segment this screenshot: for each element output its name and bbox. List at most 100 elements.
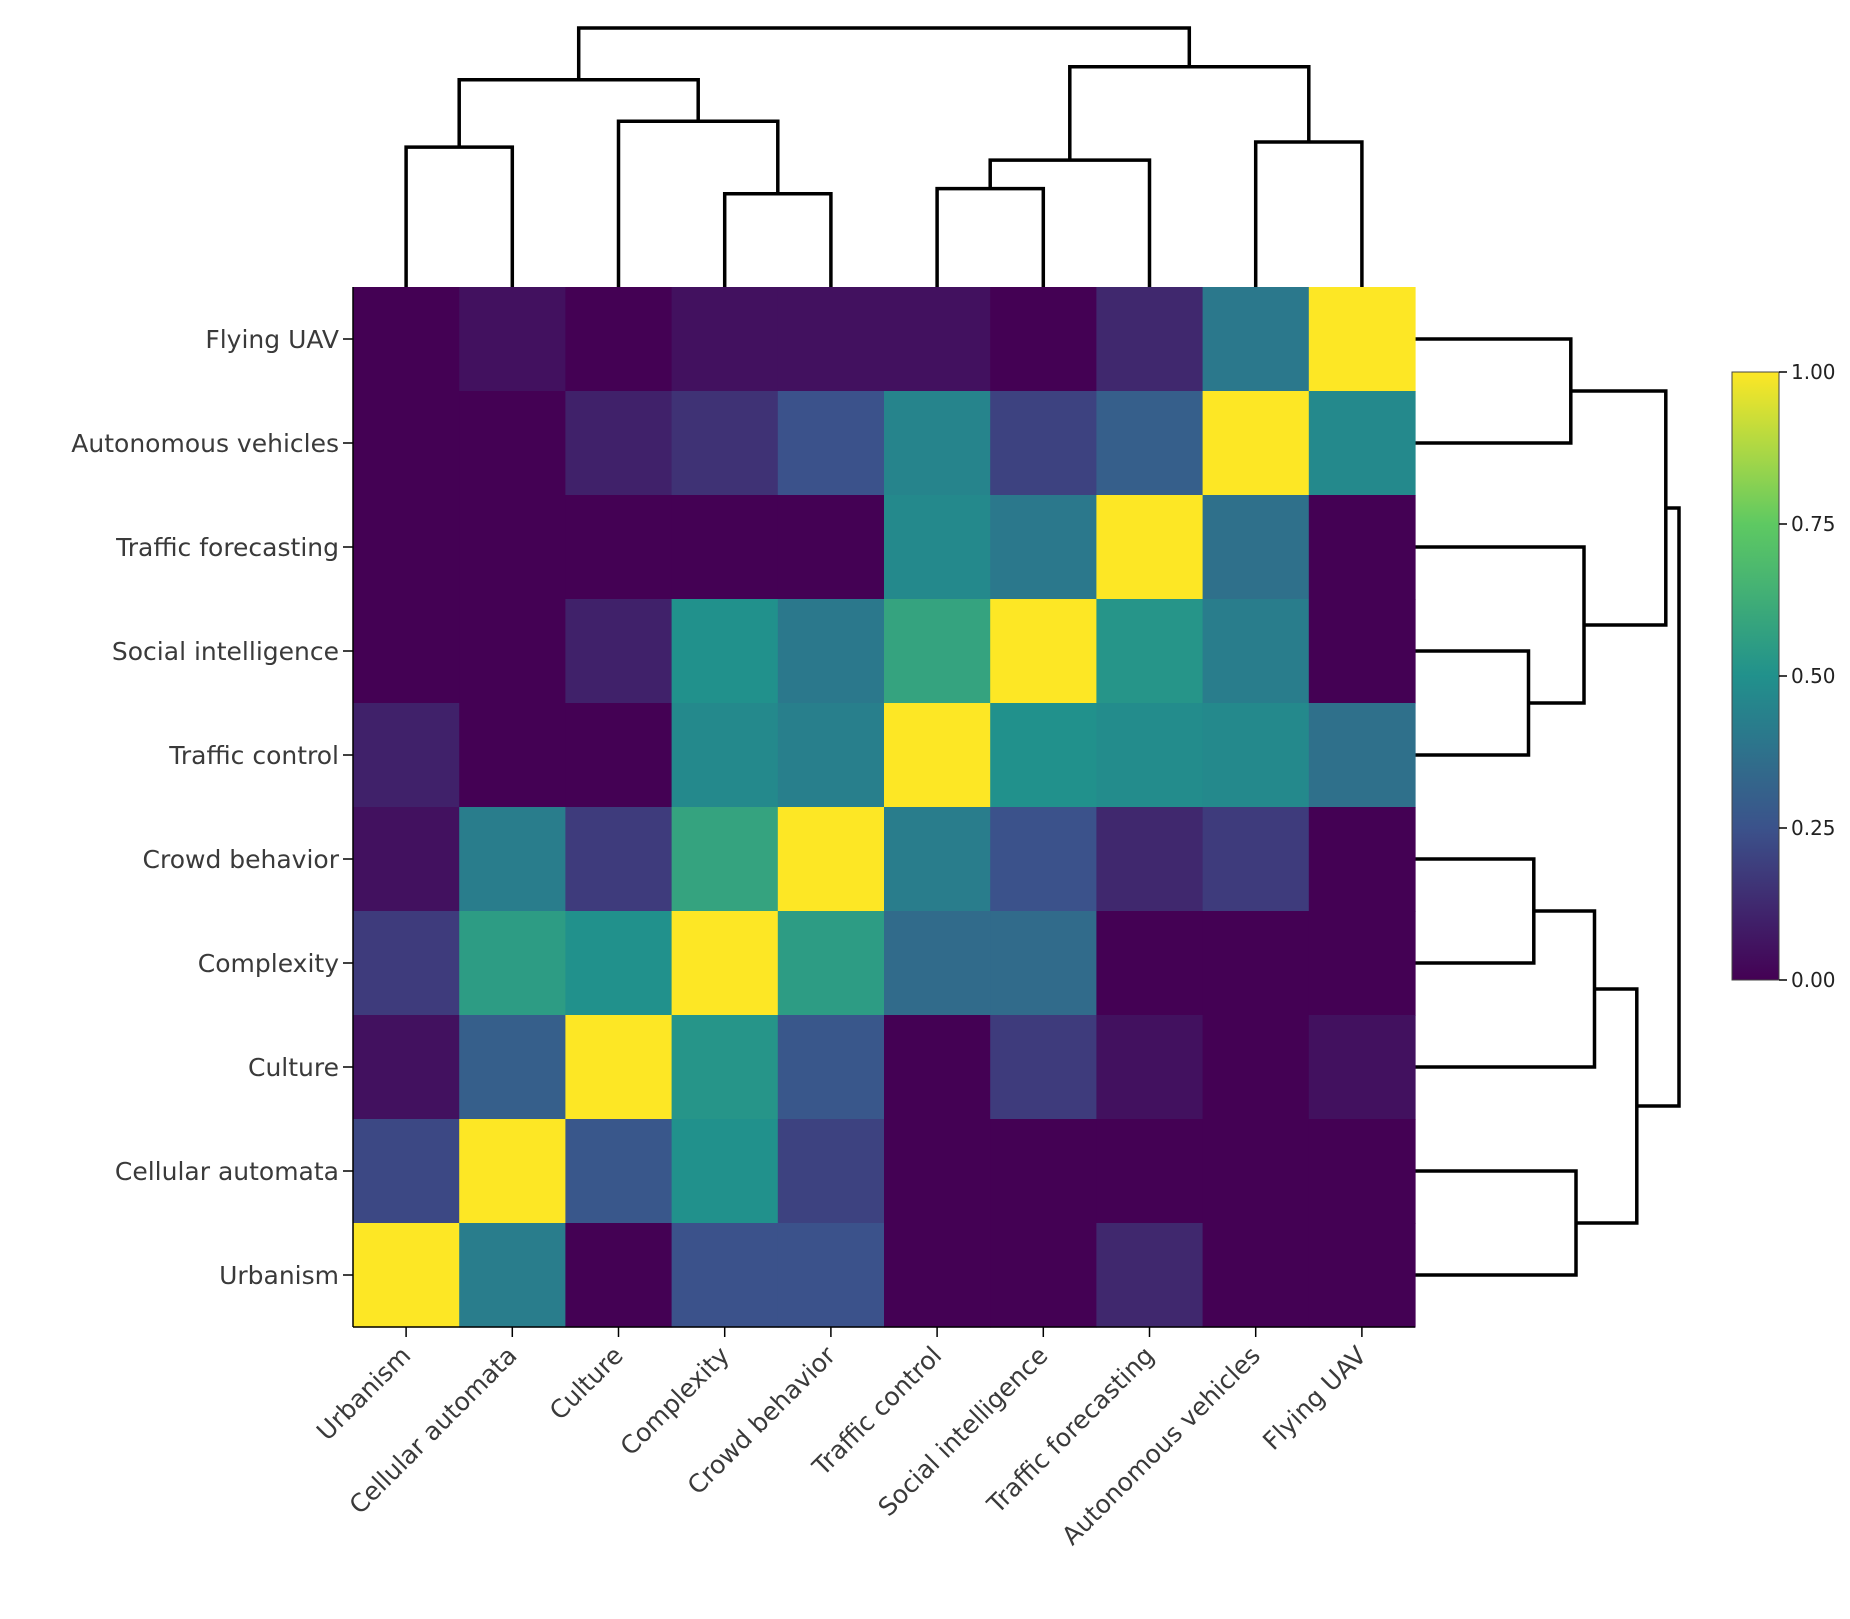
heatmap-cell (777, 287, 885, 392)
heatmap-cell (777, 807, 885, 912)
y-tick-label: Traffic forecasting (115, 533, 339, 562)
heatmap-cell (565, 1015, 673, 1120)
x-tick-label: Urbanism (311, 1341, 416, 1446)
heatmap-cell (990, 703, 1097, 808)
colorbar-gradient (1731, 371, 1780, 981)
heatmap-cell (459, 495, 566, 600)
right-dendrogram-link (1415, 909, 1597, 1069)
top-dendrogram (404, 26, 1364, 287)
heatmap-cell (884, 495, 991, 600)
heatmap-cell (884, 391, 991, 496)
heatmap-cell (459, 1015, 566, 1120)
heatmap-cell (671, 1223, 779, 1328)
y-tick-label: Autonomous vehicles (71, 429, 339, 458)
heatmap-cell (990, 911, 1097, 1016)
top-dendrogram-link (616, 119, 780, 287)
heatmap-cell (671, 703, 779, 808)
y-tick-label: Traffic control (168, 741, 339, 770)
heatmap-cell (459, 1119, 566, 1224)
y-tick-label: Flying UAV (205, 325, 339, 354)
heatmap-cell (459, 599, 566, 704)
heatmap-cell (353, 1119, 460, 1224)
colorbar-tick-label: 1.00 (1791, 360, 1836, 384)
heatmap-cell (1308, 599, 1416, 704)
top-dendrogram-link (722, 192, 833, 287)
heatmap-cell (1096, 495, 1204, 600)
heatmap-cell (671, 599, 779, 704)
heatmap-cell (884, 807, 991, 912)
heatmap-cell (353, 287, 460, 392)
heatmap-cell (884, 599, 991, 704)
top-dendrogram-link (457, 78, 700, 148)
y-axis: Flying UAV Autonomous vehicles Traffic for… (71, 287, 354, 1327)
heatmap-cell (353, 495, 460, 600)
heatmap-cell (884, 911, 991, 1016)
heatmap-cell (671, 391, 779, 496)
heatmap-cell (777, 391, 885, 496)
heatmap-cell (1096, 287, 1204, 392)
heatmap-cell (990, 495, 1097, 600)
heatmap-cell (884, 287, 991, 392)
x-tick-label: Autonomous vehicles (1056, 1341, 1266, 1551)
heatmap-cell (565, 495, 673, 600)
heatmap-cell (990, 1119, 1097, 1224)
heatmap-cell (459, 287, 566, 392)
heatmap-cell (353, 703, 460, 808)
right-dendrogram (1415, 337, 1681, 1277)
heatmap-cell (565, 911, 673, 1016)
heatmap-cell (1202, 911, 1310, 1016)
colorbar-tick-label: 0.75 (1791, 512, 1836, 536)
heatmap-cell (353, 1015, 460, 1120)
heatmap-cell (1308, 911, 1416, 1016)
top-dendrogram-link (404, 145, 515, 287)
heatmap-cell (990, 1223, 1097, 1328)
heatmap-cell (353, 1223, 460, 1328)
heatmap-cell (1096, 807, 1204, 912)
right-dendrogram-link (1415, 1169, 1578, 1277)
right-dendrogram-link (1636, 506, 1681, 1108)
heatmap-cell (1308, 1119, 1416, 1224)
heatmap-cell (1096, 703, 1204, 808)
heatmap-cell (1202, 1015, 1310, 1120)
heatmap-cell (1096, 1119, 1204, 1224)
heatmap-cell (671, 495, 779, 600)
heatmap-cell (777, 1015, 885, 1120)
heatmap-cell (565, 391, 673, 496)
heatmap-cell (671, 911, 779, 1016)
heatmap-cell (884, 703, 991, 808)
heatmap-cell (990, 287, 1097, 392)
heatmap-cell (565, 1223, 673, 1328)
heatmap-cell (1096, 1223, 1204, 1328)
heatmap-cell (565, 599, 673, 704)
heatmap-cell (353, 911, 460, 1016)
top-dendrogram-link (988, 158, 1152, 287)
heatmap-cell (777, 1119, 885, 1224)
heatmap-cell (990, 807, 1097, 912)
heatmap-cell (1202, 495, 1310, 600)
heatmap-cell (1096, 599, 1204, 704)
heatmap-cell (565, 703, 673, 808)
right-dendrogram-link (1415, 545, 1586, 705)
heatmap-cell (1202, 287, 1310, 392)
heatmap-cell (459, 911, 566, 1016)
heatmap-cell (884, 1119, 991, 1224)
heatmap-cell (777, 495, 885, 600)
heatmap-cell (1202, 391, 1310, 496)
x-tick-label: Culture (544, 1341, 629, 1426)
heatmap-cell (1202, 599, 1310, 704)
right-dendrogram-link (1415, 649, 1531, 757)
heatmap-cell (1202, 1119, 1310, 1224)
heatmap-cell (1308, 391, 1416, 496)
colorbar-tick-label: 0.50 (1791, 664, 1836, 688)
heatmap-cell (884, 1015, 991, 1120)
heatmap-cell (1202, 703, 1310, 808)
top-dendrogram-link (1068, 65, 1311, 161)
y-tick-label: Crowd behavior (143, 845, 340, 874)
heatmap-cell (990, 599, 1097, 704)
heatmap-cell (1308, 1015, 1416, 1120)
heatmap-cell (777, 1223, 885, 1328)
heatmap-cell (1308, 495, 1416, 600)
top-dendrogram-link (935, 186, 1046, 287)
